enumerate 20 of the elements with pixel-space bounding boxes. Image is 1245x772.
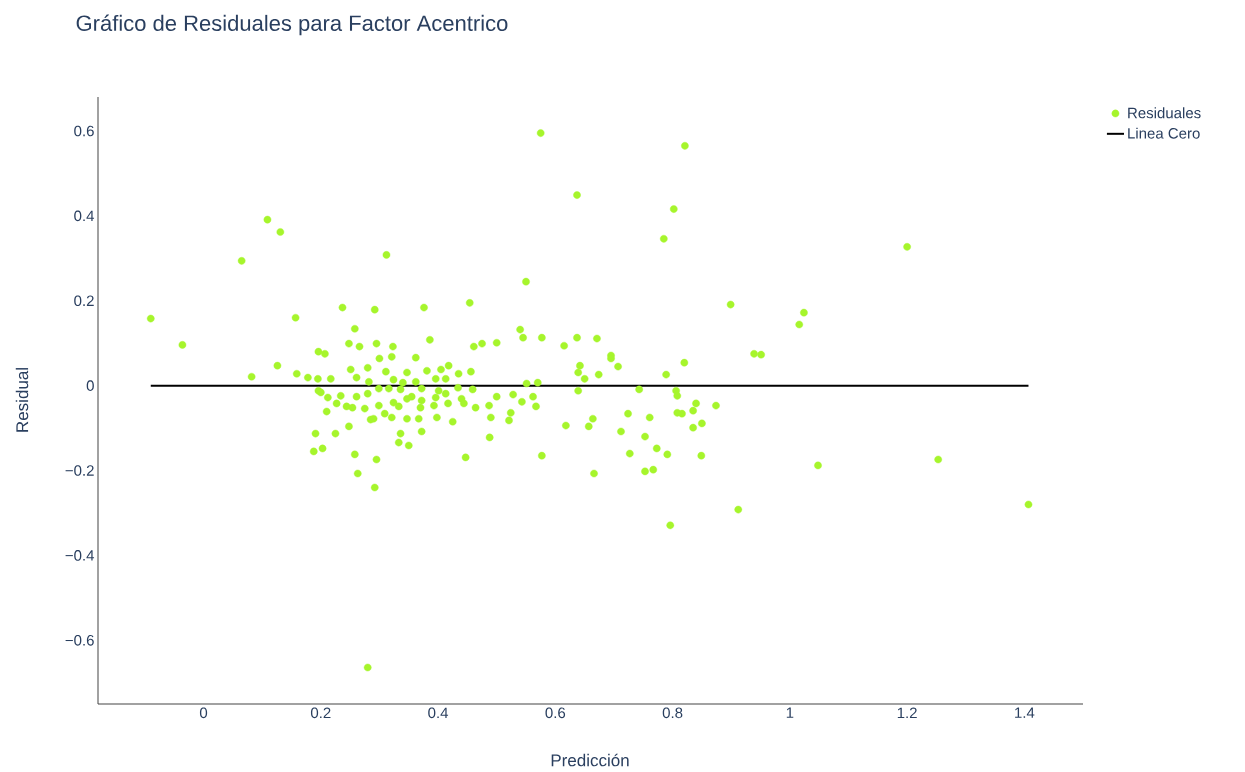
y-tick-label: 0.4	[74, 210, 95, 222]
chart-title: Gráfico de Residuales para Factor Acentrico	[76, 14, 508, 36]
y-tick-label: 0.2	[74, 295, 94, 307]
x-tick-label: 0.8	[662, 707, 683, 719]
y-tick-label: −0.4	[65, 550, 95, 561]
x-tick-label: 1.2	[897, 707, 917, 719]
y-axis-title: Residual	[15, 368, 29, 432]
legend-label: Linea Cero	[1128, 127, 1200, 139]
x-tick-label: 0.2	[310, 707, 331, 719]
y-tick-label: 0	[86, 380, 94, 391]
x-axis-title: Predicción	[551, 753, 629, 767]
x-tick-label: 1	[786, 707, 794, 718]
x-tick-label: 0.4	[428, 707, 449, 719]
y-tick-label: −0.2	[65, 465, 94, 476]
legend-label: Residuales	[1128, 107, 1201, 119]
x-tick-label: 0	[199, 707, 208, 719]
x-tick-label: 0.6	[545, 707, 566, 719]
y-tick-label: 0.6	[74, 125, 94, 137]
y-tick-label: −0.6	[65, 635, 94, 646]
x-tick-label: 1.4	[1015, 707, 1035, 718]
